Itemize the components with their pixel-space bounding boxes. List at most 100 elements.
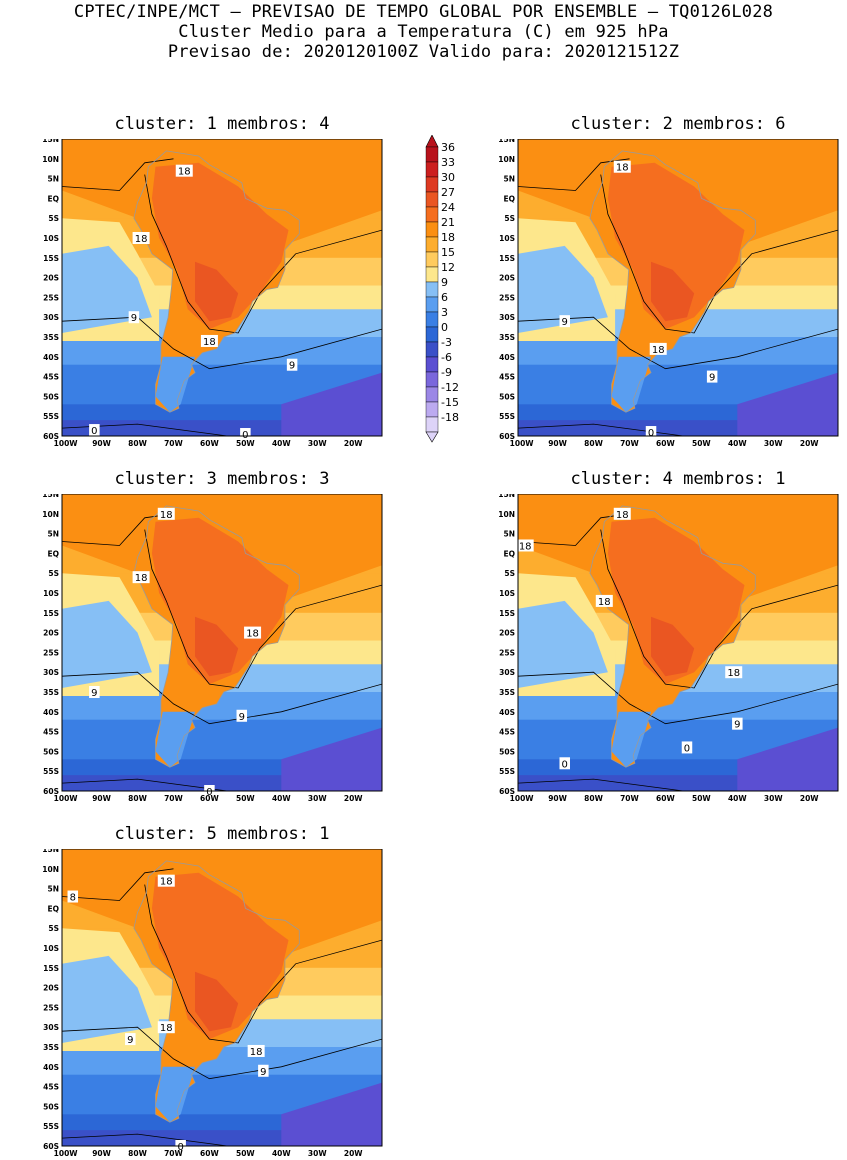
temperature-band bbox=[155, 356, 195, 413]
lon-tick-label: 80W bbox=[128, 439, 147, 448]
temperature-band bbox=[151, 517, 289, 685]
lat-tick-label: 10N bbox=[498, 510, 515, 519]
contour-line bbox=[62, 1026, 382, 1080]
contour-label-box bbox=[125, 1033, 136, 1046]
lon-tick-label: 30W bbox=[308, 439, 327, 448]
contour-label: 18 bbox=[727, 668, 740, 679]
lat-tick-label: 60S bbox=[43, 787, 59, 796]
lon-tick-label: 90W bbox=[92, 794, 111, 803]
lat-tick-label: 10S bbox=[499, 589, 515, 598]
temperature-band bbox=[611, 356, 651, 413]
colorbar-swatch bbox=[425, 236, 439, 253]
temperature-band bbox=[155, 1066, 195, 1123]
lat-tick-label: 45S bbox=[43, 728, 59, 737]
temperature-band bbox=[611, 711, 651, 768]
lat-tick-label: 50S bbox=[499, 747, 515, 756]
contour-label: 9 bbox=[734, 720, 740, 731]
contour-label-box bbox=[613, 160, 631, 173]
lat-tick-label: 5S bbox=[504, 214, 515, 223]
contour-label-box bbox=[157, 874, 175, 887]
lon-tick-label: 90W bbox=[92, 439, 111, 448]
lon-tick-label: 100W bbox=[510, 794, 535, 803]
lon-tick-label: 50W bbox=[692, 439, 711, 448]
contour-label-box bbox=[286, 358, 298, 371]
header-line-2: Cluster Medio para a Temperatura (C) em … bbox=[178, 22, 669, 42]
contour-label-box bbox=[516, 539, 534, 552]
temperature-band bbox=[281, 727, 382, 791]
lat-tick-label: 15N bbox=[42, 494, 59, 499]
lat-tick-label: 20S bbox=[43, 629, 59, 638]
temperature-band bbox=[281, 1082, 382, 1146]
lat-tick-label: 30S bbox=[43, 668, 59, 677]
colorbar-label: -6 bbox=[441, 351, 452, 364]
colorbar-label: 24 bbox=[441, 201, 455, 214]
colorbar-swatch bbox=[425, 296, 439, 313]
coastline bbox=[133, 505, 300, 768]
contour-line bbox=[600, 174, 838, 334]
contour-label: 18 bbox=[160, 1023, 173, 1034]
contour-label-box bbox=[157, 507, 175, 520]
contour-label: 9 bbox=[709, 373, 715, 384]
colorbar-label: 33 bbox=[441, 156, 455, 169]
lat-tick-label: 45S bbox=[43, 373, 59, 382]
map-frame bbox=[61, 849, 383, 1147]
temperature-band bbox=[651, 616, 695, 677]
lon-tick-label: 30W bbox=[764, 794, 783, 803]
lon-tick-label: 90W bbox=[548, 794, 567, 803]
panel-title: cluster: 5 membros: 1 bbox=[114, 824, 330, 844]
colorbar-cap bbox=[425, 135, 439, 148]
lon-tick-label: 50W bbox=[236, 1149, 255, 1158]
panel-title: cluster: 3 membros: 3 bbox=[114, 469, 330, 489]
lat-tick-label: 55S bbox=[43, 1122, 59, 1131]
colorbar-label: -12 bbox=[441, 381, 459, 394]
temperature-band bbox=[607, 162, 745, 330]
contour-label: 18 bbox=[246, 629, 259, 640]
lat-tick-label: 60S bbox=[43, 432, 59, 441]
lat-tick-label: 40S bbox=[43, 1063, 59, 1072]
lat-tick-label: 10N bbox=[42, 155, 59, 164]
contour-line bbox=[62, 316, 382, 370]
lat-tick-label: 30S bbox=[499, 313, 515, 322]
lon-tick-label: 70W bbox=[164, 794, 183, 803]
contour-label-box bbox=[559, 315, 570, 328]
lat-tick-label: 35S bbox=[499, 333, 515, 342]
lat-tick-label: 30S bbox=[43, 1023, 59, 1032]
lat-tick-label: 20S bbox=[43, 984, 59, 993]
lon-tick-label: 40W bbox=[272, 1149, 291, 1158]
colorbar-label: -18 bbox=[441, 411, 459, 424]
contour-line bbox=[600, 529, 838, 689]
lon-tick-label: 20W bbox=[344, 439, 363, 448]
colorbar-label: 27 bbox=[441, 186, 455, 199]
temperature-band bbox=[737, 727, 838, 791]
contour-label: 18 bbox=[616, 510, 629, 521]
contour-label-box bbox=[247, 1044, 265, 1057]
contour-label: 18 bbox=[203, 337, 216, 348]
lat-tick-label: 55S bbox=[43, 767, 59, 776]
lat-tick-label: 25S bbox=[499, 648, 515, 657]
colorbar-swatch bbox=[425, 206, 439, 223]
contour-line bbox=[62, 868, 174, 901]
contour-label: 9 bbox=[289, 361, 295, 372]
lat-tick-label: 40S bbox=[499, 353, 515, 362]
lon-tick-label: 30W bbox=[308, 794, 327, 803]
contour-label: 0 bbox=[91, 426, 97, 437]
lon-tick-label: 100W bbox=[54, 1149, 79, 1158]
temperature-band bbox=[195, 971, 239, 1032]
lat-tick-label: EQ bbox=[504, 194, 516, 203]
contour-label: 9 bbox=[91, 688, 97, 699]
temperature-band bbox=[62, 337, 382, 366]
colorbar-cap bbox=[425, 431, 439, 443]
lon-tick-label: 70W bbox=[620, 439, 639, 448]
colorbar-label: 21 bbox=[441, 216, 455, 229]
temperature-band bbox=[62, 600, 152, 688]
contour-label-box bbox=[595, 594, 613, 607]
lat-tick-label: 10N bbox=[42, 510, 59, 519]
map-layer bbox=[518, 494, 838, 791]
lat-tick-label: 50S bbox=[499, 392, 515, 401]
lat-tick-label: 40S bbox=[43, 708, 59, 717]
map-layer bbox=[62, 494, 382, 791]
lat-tick-label: 10S bbox=[43, 944, 59, 953]
temperature-band bbox=[518, 337, 838, 366]
contour-label-box bbox=[200, 334, 218, 347]
contour-line bbox=[62, 778, 228, 791]
